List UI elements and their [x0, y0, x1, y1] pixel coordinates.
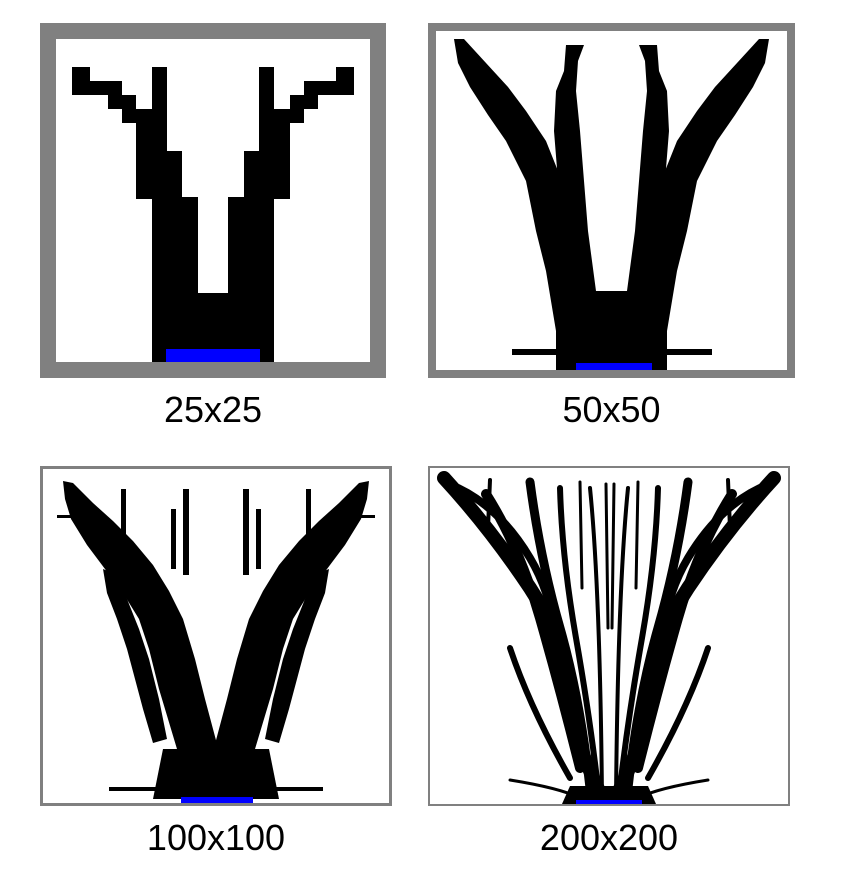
tree-50x50 [454, 39, 769, 370]
panel-100x100 [40, 466, 392, 806]
panel-label-100x100: 100x100 [146, 817, 286, 858]
tree-100x100 [57, 481, 375, 803]
panel-label-50x50: 50x50 [562, 389, 661, 430]
base-bar [576, 363, 652, 370]
panel-50x50 [428, 23, 795, 378]
base-bar [181, 797, 253, 803]
tree-25x25 [72, 67, 354, 362]
panel-25x25 [40, 23, 386, 378]
base-bar [166, 349, 260, 362]
panel-label-25x25: 25x25 [163, 389, 263, 430]
panel-200x200 [428, 466, 790, 806]
panel-label-200x200: 200x200 [539, 817, 679, 858]
base-bar [576, 800, 642, 804]
tree-200x200 [437, 471, 781, 804]
